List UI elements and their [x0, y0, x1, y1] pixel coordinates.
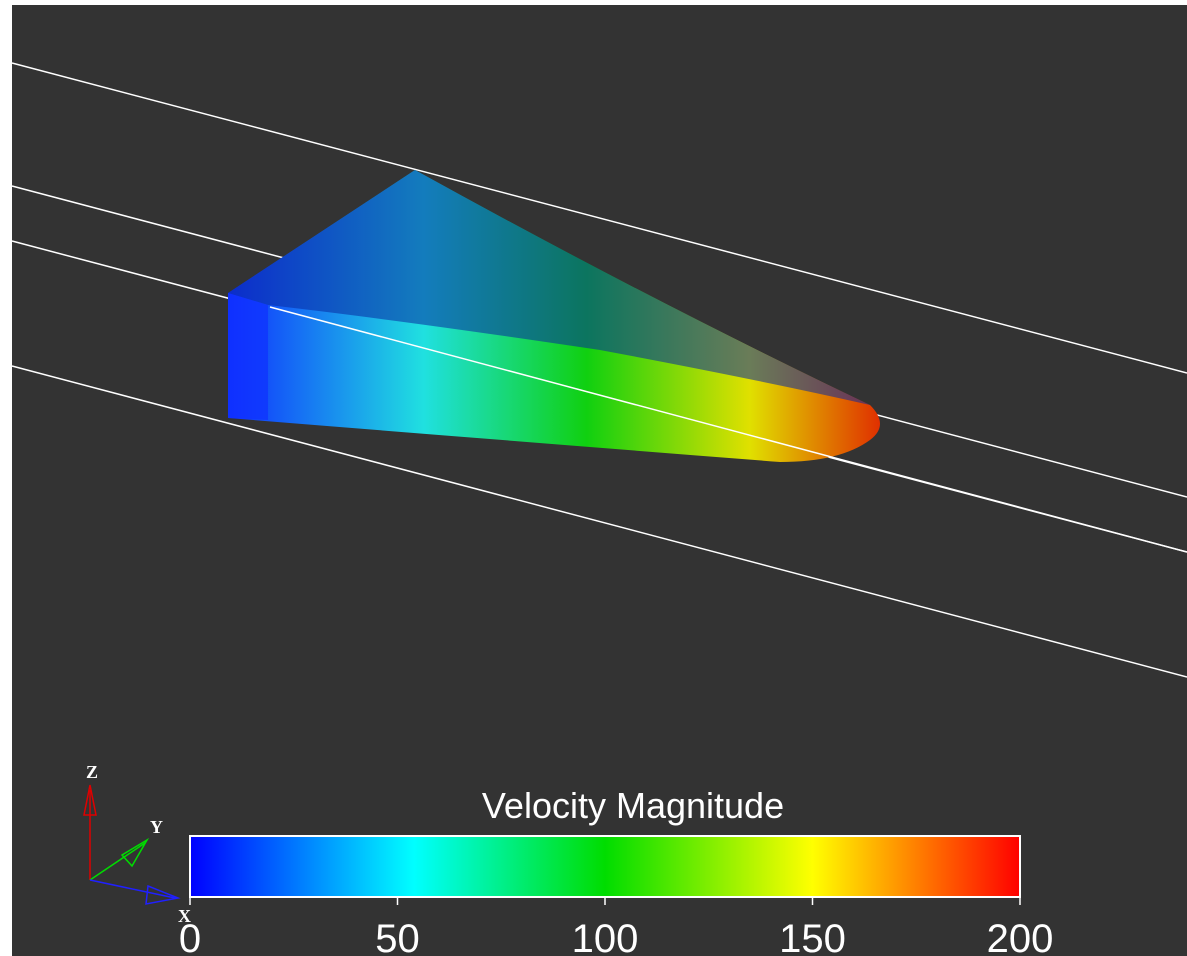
tick-label: 100 — [572, 917, 639, 956]
tick-label: 0 — [179, 917, 201, 956]
tick-label: 150 — [779, 917, 846, 956]
tick-label: 200 — [987, 917, 1054, 956]
axis-label: Y — [150, 817, 163, 837]
streamline — [11, 62, 1187, 374]
axis-label: X — [178, 906, 191, 926]
colorbar — [189, 835, 1021, 898]
axes-triad: Z Y X — [83, 762, 191, 926]
back-face — [228, 293, 268, 420]
axis-label: Z — [86, 762, 98, 782]
tick-label: 50 — [375, 917, 420, 956]
colorbar-title: Velocity Magnitude — [482, 785, 784, 826]
streamline — [269, 306, 1187, 553]
background — [12, 5, 1187, 956]
streamline — [11, 365, 1187, 678]
top-face — [228, 170, 870, 405]
body-surface — [228, 170, 1187, 553]
